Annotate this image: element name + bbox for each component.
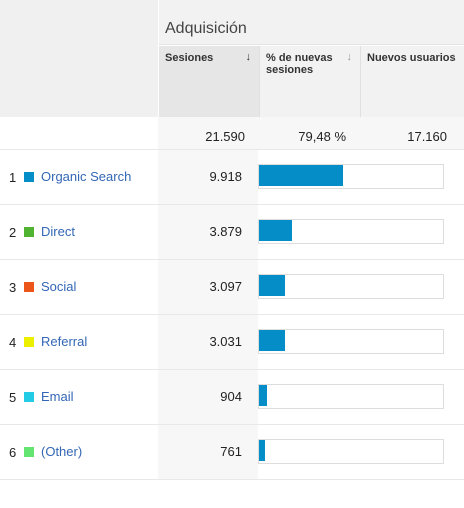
total-new-sessions-pct: 79,48 % bbox=[298, 129, 346, 144]
sessions-share-bar bbox=[258, 164, 444, 189]
table-row: 5 Email 904 bbox=[0, 369, 464, 424]
sessions-share-bar bbox=[258, 384, 444, 409]
row-index: 2 bbox=[9, 225, 17, 240]
sessions-cell: 904 bbox=[158, 370, 258, 424]
row-index: 6 bbox=[9, 445, 17, 460]
channel-link[interactable]: Direct bbox=[41, 224, 75, 239]
sessions-share-bar bbox=[258, 439, 444, 464]
channel-color-swatch bbox=[24, 392, 34, 402]
column-group-title: Adquisición bbox=[165, 20, 247, 37]
sessions-share-bar-fill bbox=[259, 275, 285, 296]
sessions-value: 761 bbox=[220, 444, 242, 459]
sessions-share-bar bbox=[258, 329, 444, 354]
channel-link[interactable]: Email bbox=[41, 389, 74, 404]
totals-row bbox=[158, 117, 464, 149]
row-index: 1 bbox=[9, 170, 17, 185]
sessions-value: 3.031 bbox=[209, 334, 242, 349]
column-header-new-sessions-pct-label: % de nuevas sesiones bbox=[266, 52, 333, 76]
channel-link[interactable]: (Other) bbox=[41, 444, 83, 459]
row-index: 4 bbox=[9, 335, 17, 350]
sessions-share-bar bbox=[258, 219, 444, 244]
column-header-new-users[interactable]: Nuevos usuarios ↓ bbox=[361, 46, 464, 117]
column-header-new-sessions-pct[interactable]: % de nuevas sesiones ↓ bbox=[260, 46, 360, 117]
channel-link[interactable]: Social bbox=[41, 279, 77, 294]
channel-color-swatch bbox=[24, 227, 34, 237]
sessions-share-bar-fill bbox=[259, 165, 343, 186]
sessions-cell: 3.097 bbox=[158, 260, 258, 314]
sort-arrow-icon[interactable]: ↓ bbox=[346, 51, 353, 63]
sessions-cell: 3.031 bbox=[158, 315, 258, 369]
sessions-cell: 9.918 bbox=[158, 150, 258, 204]
column-group-header: Adquisición bbox=[159, 0, 464, 45]
table-row: 6 (Other) 761 bbox=[0, 424, 464, 479]
sessions-value: 9.918 bbox=[209, 169, 242, 184]
column-header-sessions[interactable]: Sesiones ↓ bbox=[159, 46, 259, 117]
sessions-value: 904 bbox=[220, 389, 242, 404]
sessions-share-bar-fill bbox=[259, 220, 292, 241]
sessions-share-bar-fill bbox=[259, 385, 267, 406]
sessions-value: 3.097 bbox=[209, 279, 242, 294]
column-header-new-users-label: Nuevos usuarios bbox=[367, 52, 456, 64]
table-row: 1 Organic Search 9.918 bbox=[0, 149, 464, 204]
row-index: 5 bbox=[9, 390, 17, 405]
sort-desc-arrow-icon[interactable]: ↓ bbox=[245, 51, 252, 63]
column-header-sessions-label: Sesiones bbox=[165, 52, 214, 64]
channel-color-swatch bbox=[24, 282, 34, 292]
table-row: 3 Social 3.097 bbox=[0, 259, 464, 314]
sessions-cell: 3.879 bbox=[158, 205, 258, 259]
channel-link[interactable]: Referral bbox=[41, 334, 88, 349]
header-spacer bbox=[0, 0, 158, 117]
channel-link[interactable]: Organic Search bbox=[41, 169, 132, 184]
sessions-cell: 761 bbox=[158, 425, 258, 479]
sessions-share-bar-fill bbox=[259, 440, 265, 461]
column-divider bbox=[360, 46, 361, 149]
channel-color-swatch bbox=[24, 337, 34, 347]
row-index: 3 bbox=[9, 280, 17, 295]
total-sessions: 21.590 bbox=[205, 129, 245, 144]
sort-arrow-icon[interactable]: ↓ bbox=[450, 51, 457, 63]
sessions-value: 3.879 bbox=[209, 224, 242, 239]
sessions-share-bar bbox=[258, 274, 444, 299]
column-divider bbox=[259, 46, 260, 149]
table-row: 2 Direct 3.879 bbox=[0, 204, 464, 259]
sessions-share-bar-fill bbox=[259, 330, 285, 351]
total-new-users: 17.160 bbox=[407, 129, 447, 144]
table-bottom-border bbox=[0, 479, 464, 480]
table-row: 4 Referral 3.031 bbox=[0, 314, 464, 369]
channel-color-swatch bbox=[24, 447, 34, 457]
channel-color-swatch bbox=[24, 172, 34, 182]
